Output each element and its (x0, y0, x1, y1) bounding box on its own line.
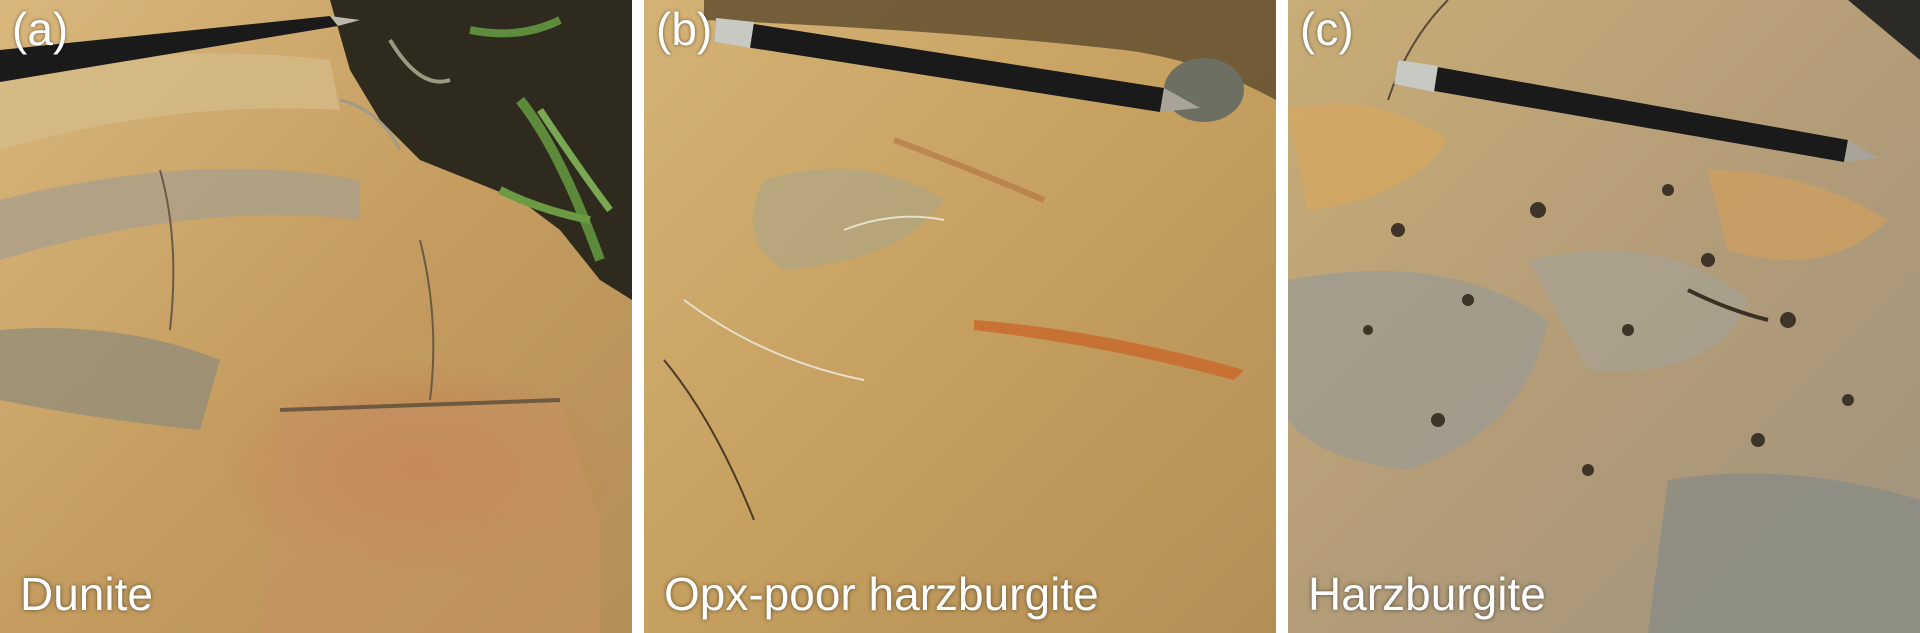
pencil-icon (1394, 60, 1878, 162)
rock-type-caption: Harzburgite (1308, 568, 1546, 620)
panel-c: (c) Harzburgite (1288, 0, 1920, 633)
rock-type-caption: Opx-poor harzburgite (664, 568, 1099, 620)
panel-label: (a) (12, 3, 69, 55)
panel-b: (b) Opx-poor harzburgite (644, 0, 1276, 633)
outcrop-photo-a (0, 0, 632, 633)
panel-a: (a) Dunite (0, 0, 632, 633)
panel-label: (c) (1300, 3, 1354, 55)
pencil-icon (714, 18, 1200, 112)
pencil-icon (0, 16, 360, 82)
outcrop-photo-c (1288, 0, 1920, 633)
rock-type-caption: Dunite (20, 568, 153, 620)
outcrop-photo-b (644, 0, 1276, 633)
panel-label: (b) (656, 3, 713, 55)
